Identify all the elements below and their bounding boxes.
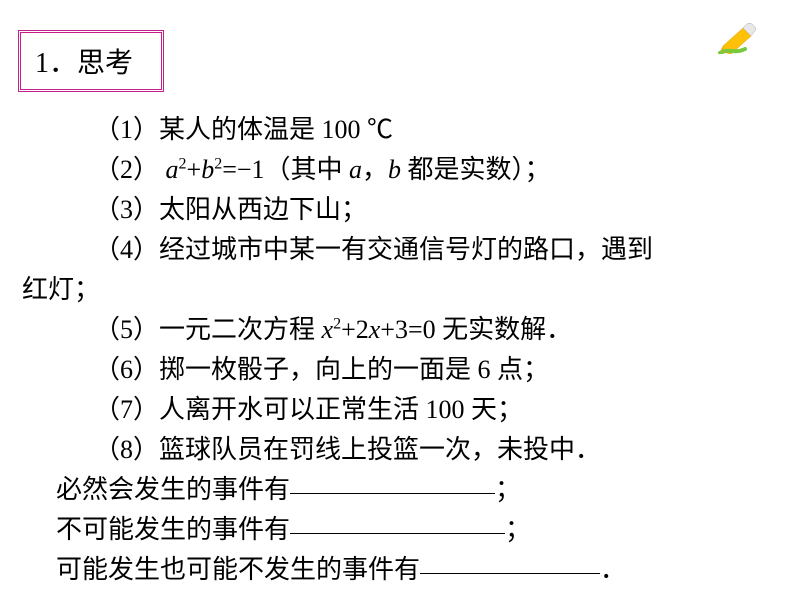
text: +3=0 无实数解．: [380, 315, 572, 344]
var-x: x: [369, 315, 381, 344]
text: +2: [341, 315, 369, 344]
text: （2）: [94, 155, 166, 184]
question-2: 不可能发生的事件有 ；: [22, 510, 764, 549]
highlighter-icon: [717, 22, 759, 59]
item-1: （1）某人的体温是 100 ℃: [22, 110, 764, 149]
var-a: a: [349, 155, 362, 184]
title-text: 1．思考: [35, 48, 133, 79]
question-3: 可能发生也可能不发生的事件有 ．: [22, 550, 764, 589]
item-2: （2） a2+b2=−1（其中 a，b 都是实数）；: [22, 150, 764, 189]
content-body: （1）某人的体温是 100 ℃ （2） a2+b2=−1（其中 a，b 都是实数…: [22, 110, 764, 590]
item-8: （8）篮球队员在罚线上投篮一次，未投中．: [22, 430, 764, 469]
text: （5）一元二次方程: [94, 315, 322, 344]
item-3: （3）太阳从西边下山；: [22, 190, 764, 229]
blank-2: [290, 508, 505, 534]
item-6: （6）掷一枚骰子，向上的一面是 6 点；: [22, 350, 764, 389]
question-1: 必然会发生的事件有 ；: [22, 470, 764, 509]
exp: 2: [333, 315, 341, 332]
exp: 2: [214, 155, 222, 172]
title-box: 1．思考: [18, 30, 164, 92]
var-x: x: [322, 315, 334, 344]
var-b: b: [201, 155, 214, 184]
var-a: a: [166, 155, 179, 184]
text: =−1（其中: [222, 155, 349, 184]
blank-3: [420, 548, 600, 574]
text: 都是实数）；: [401, 155, 551, 184]
text: +: [187, 155, 202, 184]
item-4-cont: 红灯；: [22, 270, 764, 309]
item-5: （5）一元二次方程 x2+2x+3=0 无实数解．: [22, 310, 764, 349]
text: 不可能发生的事件有: [56, 515, 290, 544]
text: ；: [495, 475, 521, 504]
text: （1）某人的体温是 100: [94, 115, 367, 144]
text: ；: [505, 515, 531, 544]
item-7: （7）人离开水可以正常生活 100 天；: [22, 390, 764, 429]
blank-1: [290, 468, 495, 494]
item-4: （4）经过城市中某一有交通信号灯的路口，遇到: [22, 230, 764, 269]
text: ．: [600, 555, 626, 584]
celsius-symbol: ℃: [367, 115, 393, 144]
text: 必然会发生的事件有: [56, 475, 290, 504]
text: ，: [362, 155, 388, 184]
var-b: b: [388, 155, 401, 184]
exp: 2: [179, 155, 187, 172]
text: 可能发生也可能不发生的事件有: [56, 555, 420, 584]
